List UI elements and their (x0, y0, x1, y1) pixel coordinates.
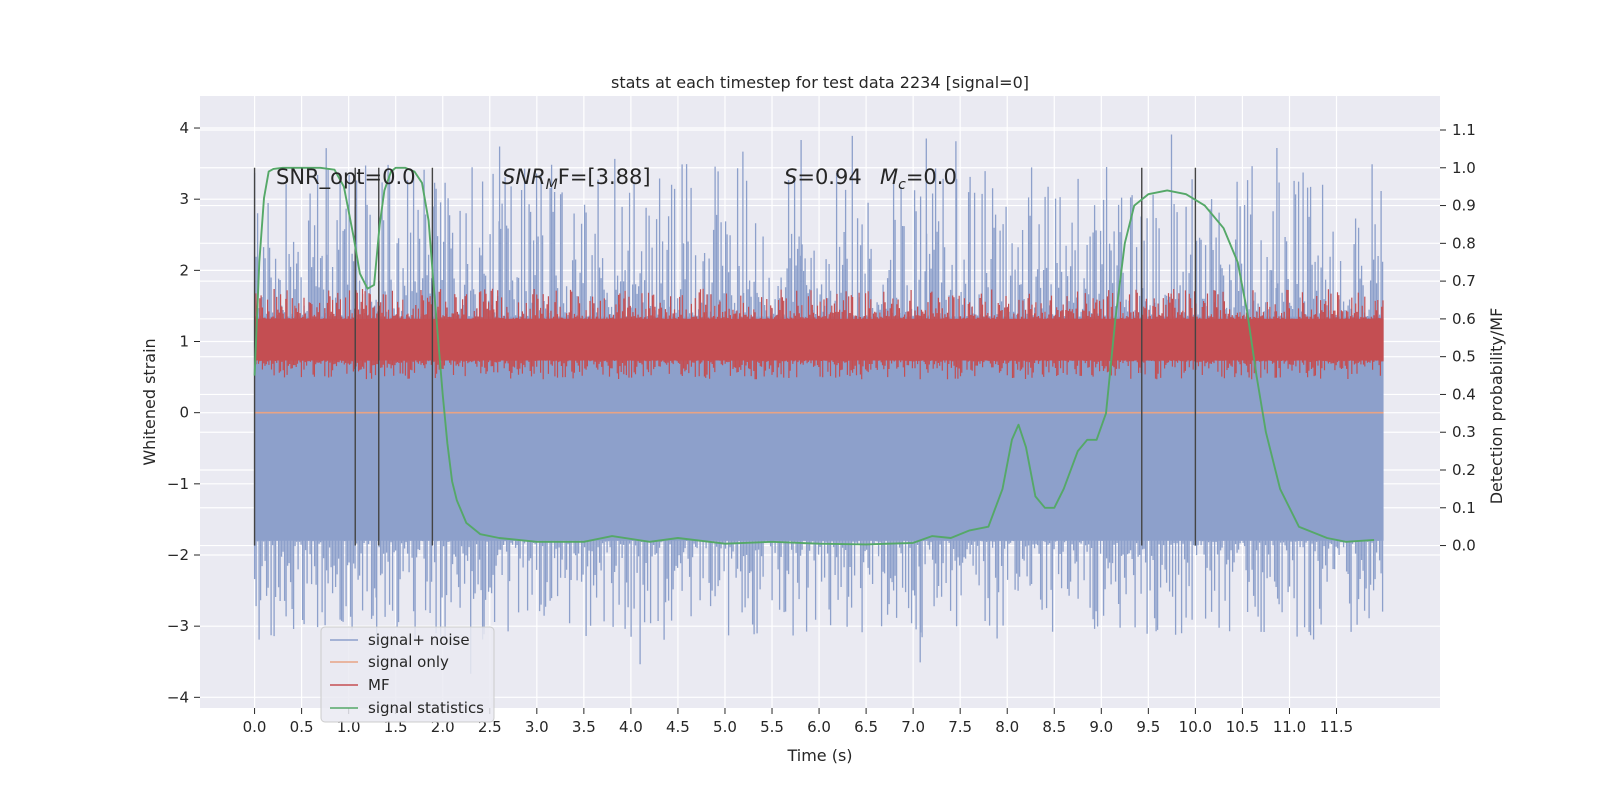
y-tick-label: 2 (179, 261, 189, 279)
legend: signal+ noise signal only MF signal stat… (320, 626, 495, 723)
y2-tick-label: 0.8 (1452, 234, 1476, 252)
x-tick-label: 5.0 (713, 718, 737, 736)
y-tick-label: −2 (167, 546, 189, 564)
x-tick-label: 5.5 (760, 718, 784, 736)
y2-tick-label: 0.5 (1452, 348, 1476, 366)
annotation-s-var: S (784, 165, 797, 189)
y2-tick-label: 0.4 (1452, 385, 1476, 403)
annotation-mc: Mc=0.0 (880, 165, 957, 193)
x-tick-label: 0.0 (243, 718, 267, 736)
legend-label-mf: MF (368, 676, 390, 694)
y2-tick-label: 0.1 (1452, 499, 1476, 517)
signal-statistics-line (253, 166, 1375, 546)
x-tick-label: 6.5 (854, 718, 878, 736)
y2-tick-label: 0.7 (1452, 272, 1476, 290)
x-tick-label: 3.0 (525, 718, 549, 736)
annotation-mc-var: M (880, 165, 898, 189)
x-tick-label: 8.5 (1042, 718, 1066, 736)
y2-tick-label: 1.1 (1452, 121, 1476, 139)
x-tick-label: 9.5 (1136, 718, 1160, 736)
y2-tick-label: 0.0 (1452, 537, 1476, 555)
x-tick-label: 7.5 (948, 718, 972, 736)
x-tick-label: 9.0 (1089, 718, 1113, 736)
y-tick-label: −4 (167, 688, 189, 706)
y-tick-label: 3 (179, 190, 189, 208)
x-tick-label: 4.0 (619, 718, 643, 736)
annotation-snr-mf-rest: F=[3.88] (558, 165, 651, 189)
x-tick-label: 10.5 (1226, 718, 1259, 736)
y2-tick-label: 0.9 (1452, 197, 1476, 215)
annotation-snr-mf-var: SNR (502, 165, 546, 189)
y2-tick-label: 0.2 (1452, 461, 1476, 479)
y2-tick-label: 0.6 (1452, 310, 1476, 328)
y2-tick-label: 1.0 (1452, 159, 1476, 177)
legend-label-signal-noise: signal+ noise (368, 631, 470, 649)
annotation-s-rest: =0.94 (797, 165, 861, 189)
x-tick-label: 6.0 (807, 718, 831, 736)
x-axis-label: Time (s) (786, 746, 852, 765)
x-tick-label: 11.0 (1273, 718, 1306, 736)
annotation-snr-mf-sub: M (546, 177, 558, 193)
x-tick-label: 8.0 (995, 718, 1019, 736)
annotation-snr-mf: SNRMF=[3.88] (502, 165, 651, 193)
legend-box (320, 626, 495, 723)
series-signal-statistics (253, 166, 1375, 546)
annotation-mc-rest: =0.0 (906, 165, 957, 189)
annotation-s: S=0.94 (784, 165, 862, 189)
y-tick-label: −3 (167, 617, 189, 635)
legend-label-signal-statistics: signal statistics (368, 699, 484, 717)
y-axis-label: Whitened strain (140, 338, 159, 465)
annotation-snr-opt: SNR_opt=0.0 (276, 165, 416, 190)
x-tick-label: 7.0 (901, 718, 925, 736)
annotation-mc-sub: c (898, 177, 906, 193)
y-tick-label: 4 (179, 119, 189, 137)
y-tick-label: −1 (167, 475, 189, 493)
x-tick-label: 4.5 (666, 718, 690, 736)
x-tick-label: 0.5 (290, 718, 314, 736)
x-tick-label: 3.5 (572, 718, 596, 736)
y2-tick-label: 0.3 (1452, 423, 1476, 441)
legend-label-signal-only: signal only (368, 653, 449, 671)
x-tick-label: 10.0 (1179, 718, 1212, 736)
y-tick-label: 0 (179, 404, 189, 422)
y-tick-label: 1 (179, 333, 189, 351)
chart-title: stats at each timestep for test data 223… (611, 73, 1029, 92)
y2-axis-label: Detection probability/MF (1487, 308, 1506, 505)
x-tick-label: 11.5 (1320, 718, 1353, 736)
